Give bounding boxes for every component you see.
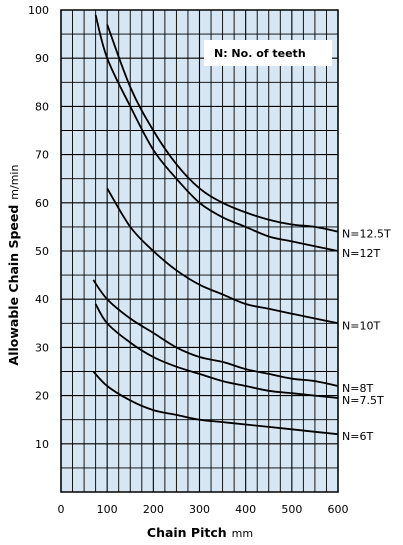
y-tick-label: 70 — [35, 149, 49, 162]
y-tick-label: 10 — [35, 438, 49, 451]
y-tick-label: 30 — [35, 341, 49, 354]
series-label: N=6T — [342, 430, 373, 443]
grid — [60, 9, 339, 493]
x-tick-label: 100 — [97, 503, 118, 516]
series-labels: N=12.5T N=12T N=10T N=8TN=7.5T N=6T — [342, 228, 391, 443]
y-axis-unit: m/min — [8, 165, 21, 200]
annotation: N: No. of teeth — [214, 47, 306, 60]
x-tick-labels: 0 100 200 300 400 500 600 — [58, 503, 349, 516]
annotation-box — [204, 40, 332, 66]
y-tick-label: 50 — [35, 245, 49, 258]
x-axis-title: Chain Pitch mm — [147, 525, 253, 540]
x-tick-label: 300 — [189, 503, 210, 516]
series-line — [94, 14, 339, 252]
y-tick-label: 90 — [35, 52, 49, 65]
series-line — [106, 187, 339, 325]
y-tick-label: 40 — [35, 293, 49, 306]
series-line — [92, 370, 339, 436]
x-tick-label: 600 — [328, 503, 349, 516]
x-axis-unit: mm — [232, 527, 253, 540]
x-axis-label: Chain Pitch — [147, 525, 227, 540]
y-tick-labels: 10 20 30 40 50 60 70 80 90 100 — [28, 4, 49, 451]
series-line — [106, 24, 339, 233]
series-label: N=12T — [342, 247, 380, 260]
curves — [92, 14, 339, 436]
series-line — [92, 279, 339, 387]
x-tick-label: 400 — [235, 503, 256, 516]
y-axis-title: Allowable Chain Speed m/min — [6, 165, 21, 366]
x-tick-label: 500 — [281, 503, 302, 516]
series-label: N=8T — [342, 382, 373, 395]
y-tick-label: 100 — [28, 4, 49, 17]
y-axis-label: Allowable Chain Speed — [6, 205, 21, 366]
y-tick-label: 80 — [35, 100, 49, 113]
series-label: N=10T — [342, 319, 380, 332]
series-line — [94, 303, 339, 399]
y-tick-label: 60 — [35, 197, 49, 210]
x-tick-label: 0 — [58, 503, 65, 516]
y-tick-label: 20 — [35, 390, 49, 403]
series-label: N=12.5T — [342, 228, 391, 241]
series-label: N=7.5T — [342, 394, 384, 407]
x-tick-label: 200 — [143, 503, 164, 516]
